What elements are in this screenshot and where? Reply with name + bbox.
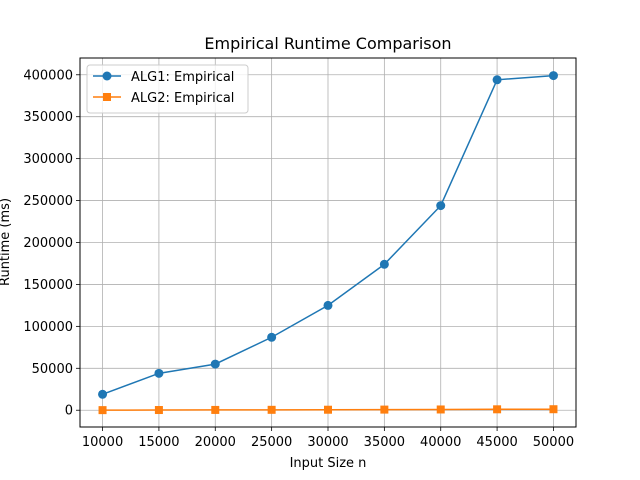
data-point-alg2 — [380, 405, 389, 414]
data-point-alg2 — [267, 405, 276, 414]
data-point-alg2 — [436, 405, 445, 414]
y-tick-label: 200000 — [23, 236, 73, 251]
y-tick-label: 400000 — [23, 68, 73, 83]
data-point-alg1 — [548, 71, 558, 81]
x-tick-label: 10000 — [82, 435, 123, 450]
y-axis-label: Runtime (ms) — [0, 198, 13, 286]
x-tick-label: 25000 — [251, 435, 292, 450]
y-tick-label: 150000 — [23, 278, 73, 293]
legend: ALG1: Empirical ALG2: Empirical — [86, 64, 249, 114]
data-point-alg1 — [154, 368, 164, 378]
data-point-alg1 — [492, 75, 502, 85]
series-layer — [98, 71, 558, 415]
data-point-alg2 — [211, 405, 220, 414]
legend-label-alg2: ALG2: Empirical — [131, 91, 234, 106]
data-point-alg2 — [154, 406, 163, 415]
data-point-alg2 — [493, 405, 502, 414]
y-tick-label: 50000 — [32, 362, 73, 377]
legend-label-alg1: ALG1: Empirical — [131, 70, 234, 85]
data-point-alg1 — [379, 259, 389, 269]
x-tick-label: 45000 — [476, 435, 517, 450]
y-tick-label: 0 — [65, 404, 73, 419]
y-tick-label: 250000 — [23, 194, 73, 209]
chart-title: Empirical Runtime Comparison — [204, 34, 451, 53]
x-tick-label: 20000 — [195, 435, 236, 450]
data-point-alg1 — [323, 300, 333, 310]
legend-marker-alg1 — [102, 71, 112, 81]
x-axis-label: Input Size n — [290, 456, 367, 471]
data-point-alg1 — [436, 201, 446, 211]
data-point-alg2 — [324, 405, 332, 414]
y-tick-label: 100000 — [23, 320, 73, 335]
x-tick-label: 30000 — [307, 435, 348, 450]
y-tick-label: 350000 — [23, 110, 73, 125]
ticks: 10000 15000 20000 25000 30000 35000 40000 45000… — [23, 68, 574, 450]
x-tick-label: 15000 — [138, 435, 179, 450]
data-point-alg2 — [98, 406, 107, 415]
legend-marker-alg2 — [103, 93, 111, 101]
data-point-alg1 — [210, 359, 220, 369]
data-point-alg1 — [98, 389, 108, 399]
x-tick-label: 40000 — [420, 435, 461, 450]
x-tick-label: 35000 — [364, 435, 405, 450]
data-point-alg1 — [267, 332, 277, 342]
data-point-alg2 — [549, 405, 558, 414]
x-tick-label: 50000 — [533, 435, 574, 450]
legend-box — [86, 64, 249, 114]
y-tick-label: 300000 — [23, 152, 73, 167]
